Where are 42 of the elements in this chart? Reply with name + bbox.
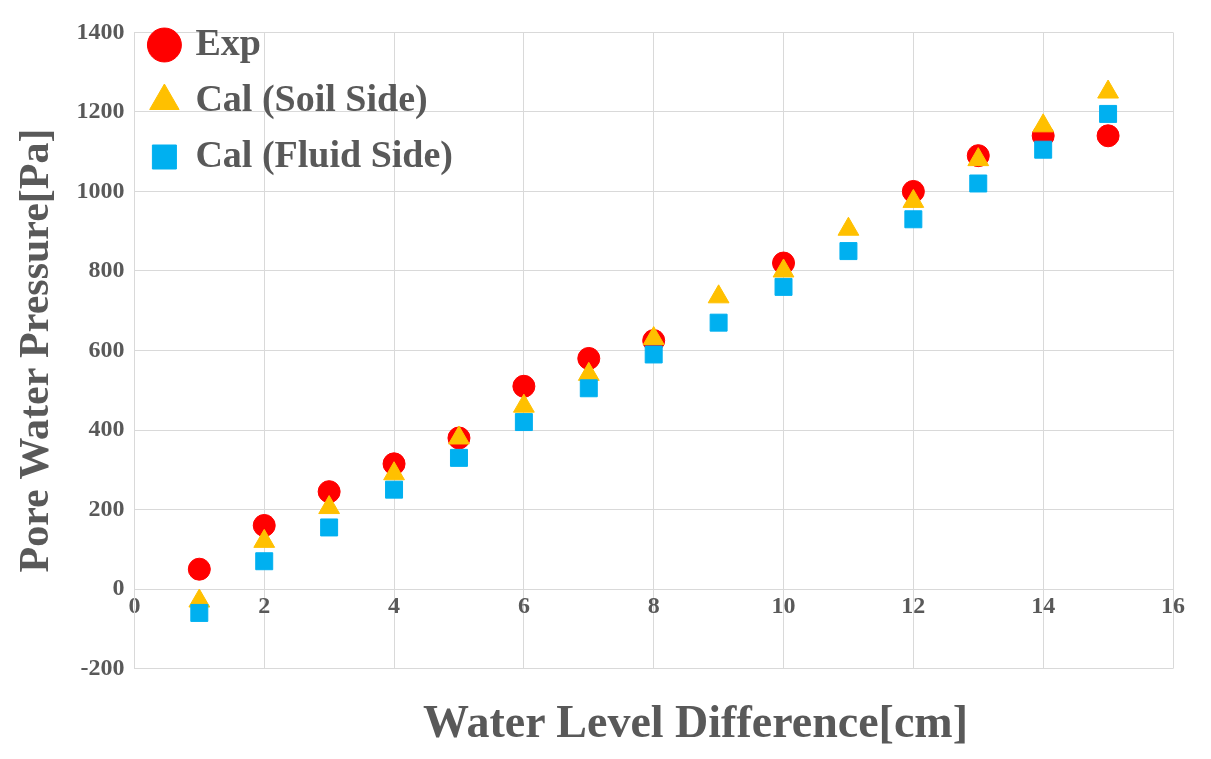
x-tick-label: 8 <box>647 591 660 618</box>
x-tick-label: 14 <box>1031 591 1056 618</box>
x-tick-label: 2 <box>258 591 271 618</box>
point <box>969 174 988 193</box>
point <box>577 346 601 370</box>
y-tick-label: 600 <box>88 335 125 362</box>
x-tick-label: 6 <box>517 591 530 618</box>
point <box>385 480 404 499</box>
legend-label: Exp <box>195 20 261 63</box>
point <box>774 277 793 296</box>
y-tick-label: 200 <box>88 494 125 521</box>
y-tick-label: 0 <box>112 574 125 601</box>
point <box>904 210 923 229</box>
point <box>839 242 858 261</box>
legend-label: Cal (Fluid Side) <box>195 132 454 176</box>
x-tick-label: 4 <box>388 591 401 618</box>
point <box>579 379 598 398</box>
legend-label: Cal (Soil Side) <box>195 76 428 120</box>
y-axis-title: Pore Water Pressure[Pa] <box>11 128 58 573</box>
point <box>187 557 211 581</box>
point <box>1034 140 1053 159</box>
point <box>449 448 468 467</box>
y-tick-label: 1200 <box>76 97 125 124</box>
point <box>512 374 536 398</box>
point <box>190 603 209 622</box>
y-tick-label: -200 <box>80 653 125 680</box>
point <box>644 345 663 364</box>
y-tick-label: 800 <box>88 256 125 283</box>
x-tick-label: 12 <box>901 591 926 618</box>
y-tick-label: 1000 <box>76 176 125 203</box>
x-axis-title: Water Level Difference[cm] <box>422 695 969 749</box>
point <box>709 313 728 332</box>
y-tick-label: 1400 <box>76 17 125 44</box>
point <box>252 513 276 537</box>
point <box>1096 124 1120 148</box>
x-tick-label: 10 <box>771 591 796 618</box>
point <box>255 552 274 571</box>
point <box>1099 104 1118 123</box>
y-tick-label: 400 <box>88 415 125 442</box>
point <box>514 413 533 432</box>
x-tick-label: 16 <box>1161 591 1185 618</box>
point <box>320 518 339 537</box>
